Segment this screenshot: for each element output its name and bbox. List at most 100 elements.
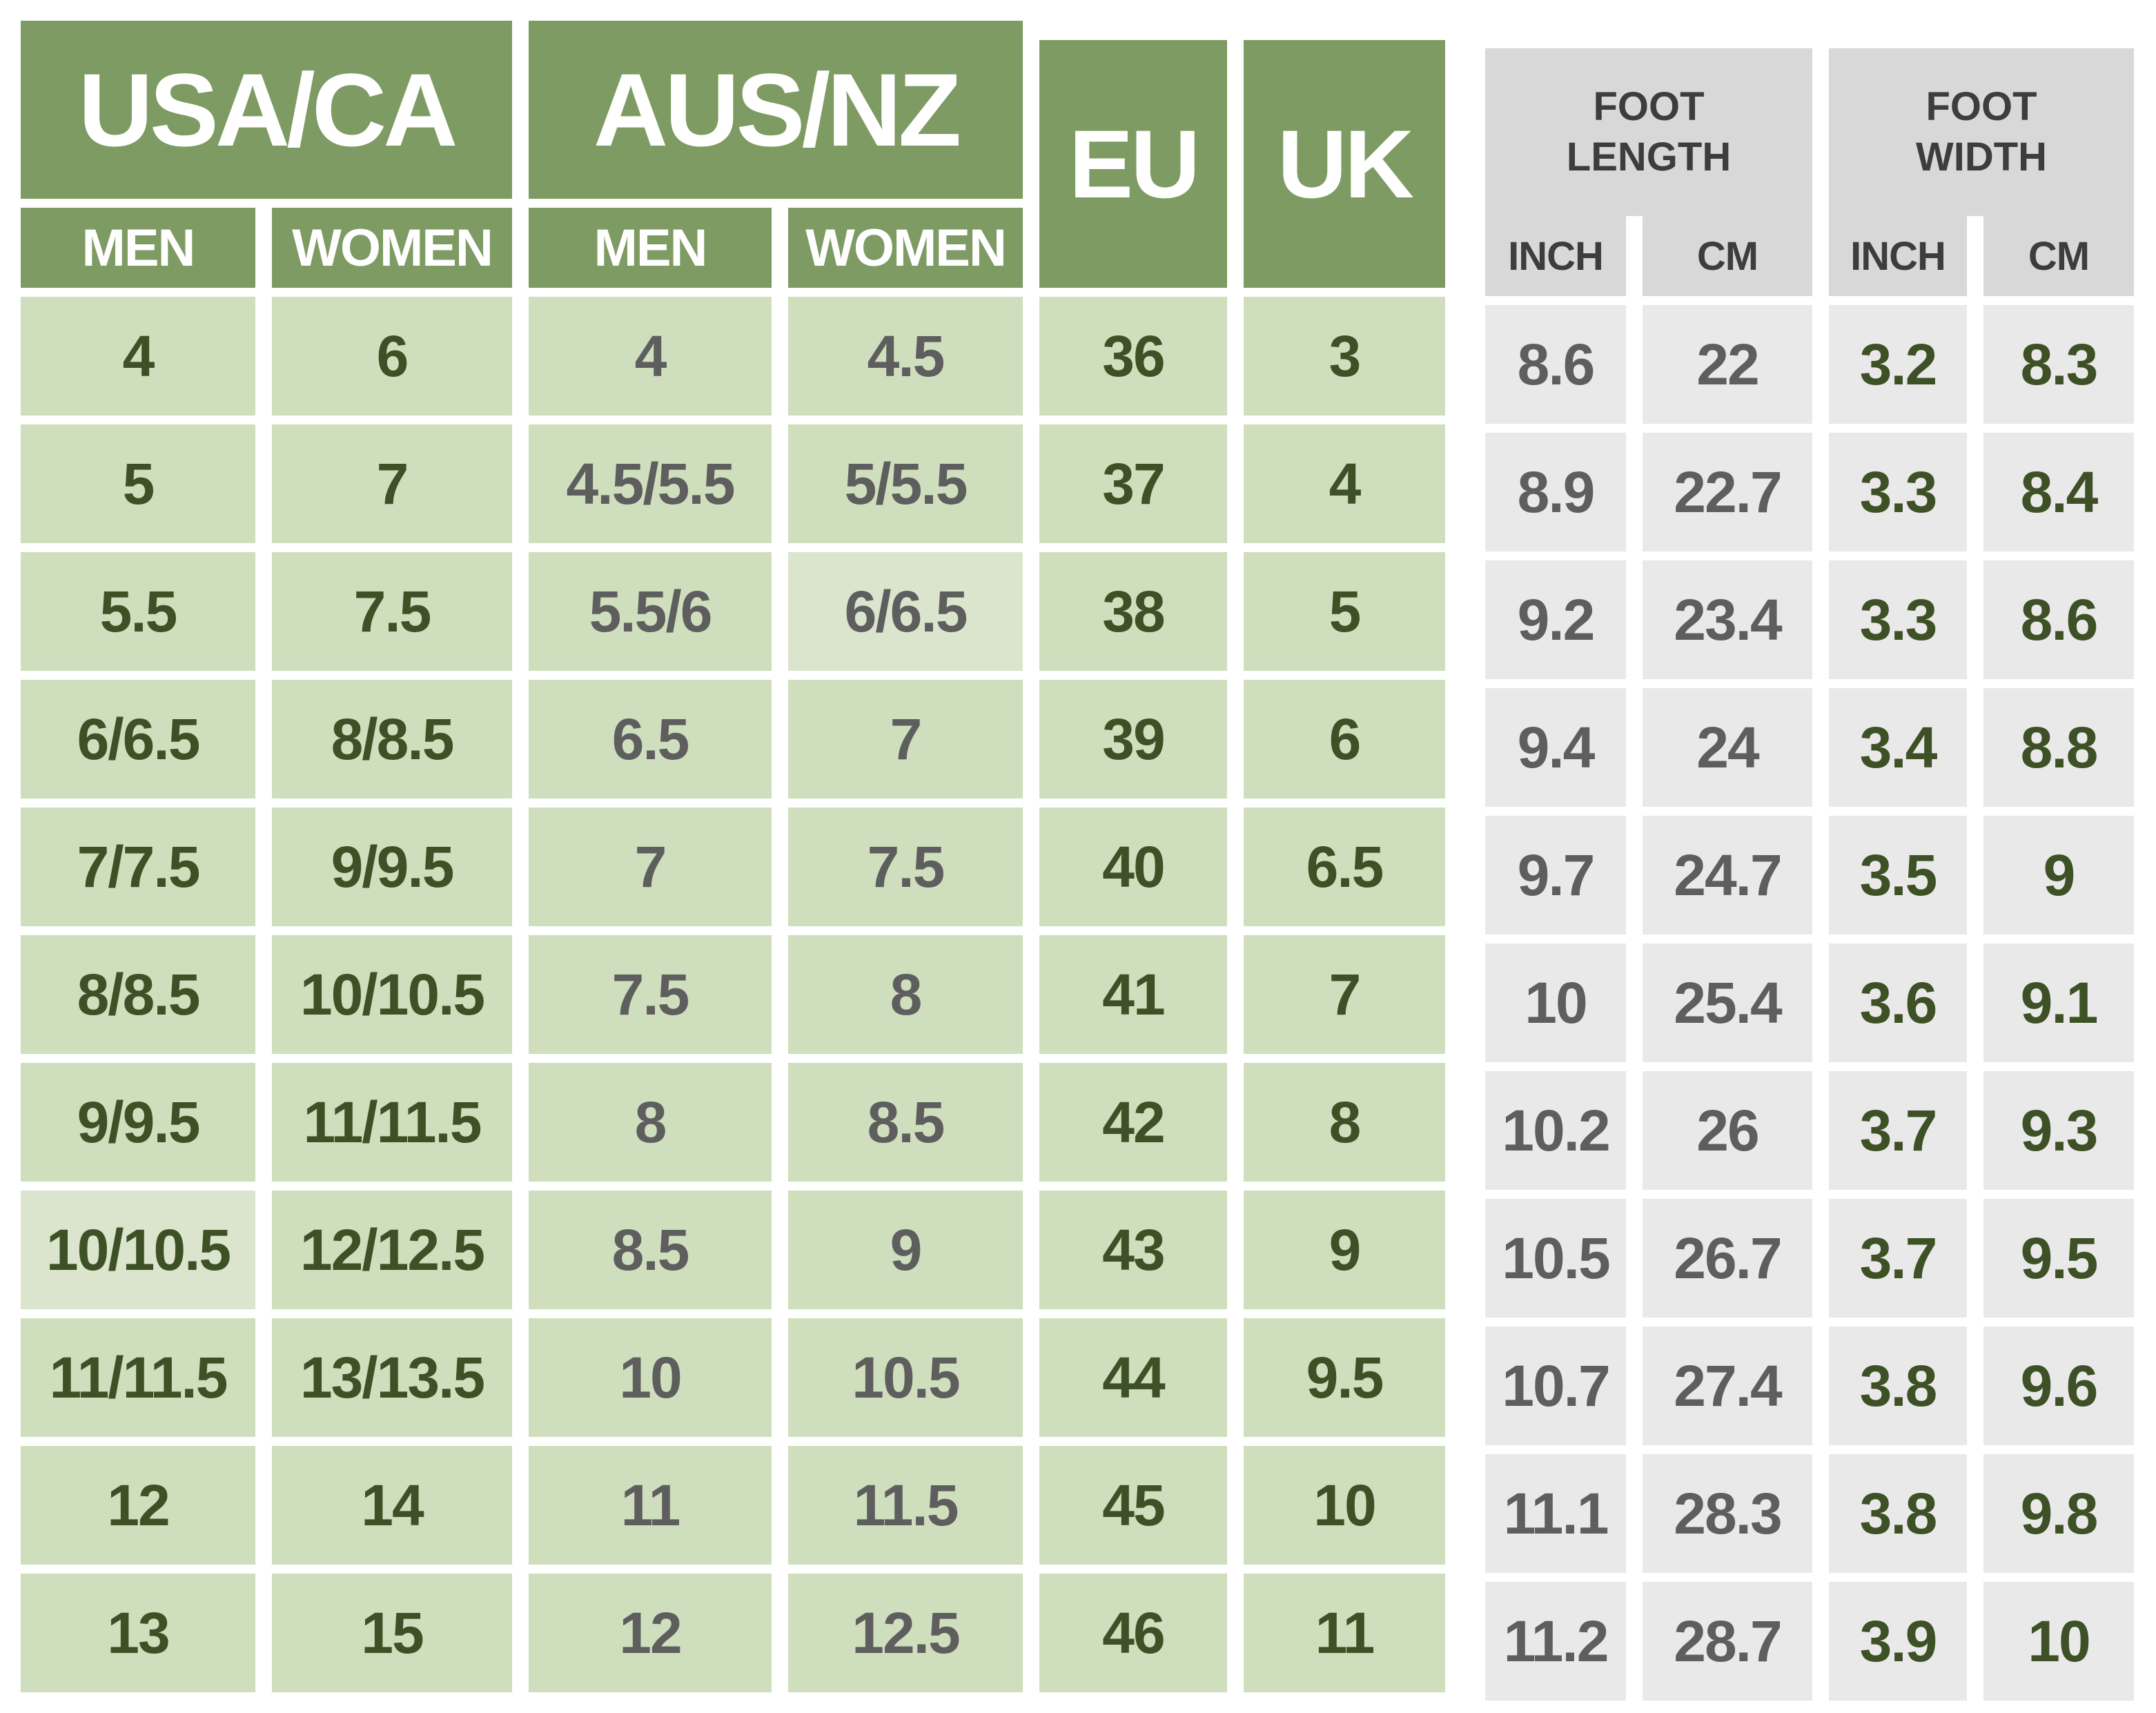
table-cell: 11.1 <box>1485 1454 1626 1573</box>
table-cell: 36 <box>1039 297 1227 415</box>
table-cell: 28.7 <box>1643 1582 1812 1701</box>
table-cell: 24 <box>1643 688 1812 807</box>
table-cell: 23.4 <box>1643 560 1812 679</box>
table-cell: 28.3 <box>1643 1454 1812 1573</box>
table-cell: 9.5 <box>1983 1199 2134 1318</box>
table-cell: 6 <box>272 297 512 415</box>
table-cell: 43 <box>1039 1191 1227 1309</box>
table-cell: 10 <box>1485 943 1626 1062</box>
table-cell: 8.3 <box>1983 305 2134 424</box>
subheader-usa-men: MEN <box>21 208 255 288</box>
table-cell: 5.5 <box>21 552 255 671</box>
subheader-length-cm: CM <box>1643 216 1812 296</box>
table-cell: 3.8 <box>1829 1454 1967 1573</box>
subheader-usa-women: WOMEN <box>272 208 512 288</box>
table-cell: 9 <box>1983 816 2134 934</box>
table-cell: 6 <box>1244 680 1445 799</box>
table-cell: 41 <box>1039 935 1227 1054</box>
table-cell: 3.5 <box>1829 816 1967 934</box>
table-cell: 24.7 <box>1643 816 1812 934</box>
table-cell: 10.7 <box>1485 1327 1626 1445</box>
table-cell: 9.8 <box>1983 1454 2134 1573</box>
table-cell: 9 <box>1244 1191 1445 1309</box>
table-cell: 7.5 <box>788 807 1023 926</box>
table-cell: 6.5 <box>529 680 772 799</box>
table-cell: 8/8.5 <box>21 935 255 1054</box>
table-cell: 6/6.5 <box>21 680 255 799</box>
table-cell: 42 <box>1039 1063 1227 1182</box>
table-cell: 37 <box>1039 424 1227 543</box>
table-cell: 3.8 <box>1829 1327 1967 1445</box>
table-cell: 10 <box>1244 1446 1445 1565</box>
table-cell: 6/6.5 <box>788 552 1023 671</box>
table-cell: 11/11.5 <box>272 1063 512 1182</box>
header-foot-length: FOOT LENGTH <box>1485 48 1812 216</box>
table-cell: 4.5/5.5 <box>529 424 772 543</box>
table-cell: 7.5 <box>529 935 772 1054</box>
table-cell: 7/7.5 <box>21 807 255 926</box>
table-cell: 3 <box>1244 297 1445 415</box>
table-cell: 9.6 <box>1983 1327 2134 1445</box>
table-cell: 3.7 <box>1829 1071 1967 1190</box>
header-aus-nz: AUS/NZ <box>529 21 1023 199</box>
table-cell: 8.5 <box>788 1063 1023 1182</box>
table-cell: 10 <box>1983 1582 2134 1701</box>
table-cell: 8.6 <box>1983 560 2134 679</box>
table-cell: 4.5 <box>788 297 1023 415</box>
table-cell: 8/8.5 <box>272 680 512 799</box>
table-cell: 8.6 <box>1485 305 1626 424</box>
table-cell: 4 <box>1244 424 1445 543</box>
subheader-aus-women: WOMEN <box>788 208 1023 288</box>
table-cell: 11.2 <box>1485 1582 1626 1701</box>
table-cell: 9.2 <box>1485 560 1626 679</box>
table-cell: 44 <box>1039 1318 1227 1437</box>
table-cell: 12/12.5 <box>272 1191 512 1309</box>
table-cell: 8 <box>788 935 1023 1054</box>
table-cell: 7 <box>788 680 1023 799</box>
table-cell: 11/11.5 <box>21 1318 255 1437</box>
table-cell: 10.2 <box>1485 1071 1626 1190</box>
table-cell: 6.5 <box>1244 807 1445 926</box>
table-cell: 9 <box>788 1191 1023 1309</box>
table-cell: 9/9.5 <box>272 807 512 926</box>
subheader-length-inch: INCH <box>1485 216 1626 296</box>
table-cell: 3.9 <box>1829 1582 1967 1701</box>
table-cell: 10.5 <box>788 1318 1023 1437</box>
table-cell: 46 <box>1039 1574 1227 1692</box>
table-cell: 8.4 <box>1983 433 2134 551</box>
table-cell: 8 <box>1244 1063 1445 1182</box>
table-cell: 11 <box>529 1446 772 1565</box>
header-uk: UK <box>1244 40 1445 288</box>
table-cell: 3.3 <box>1829 560 1967 679</box>
table-cell: 4 <box>21 297 255 415</box>
subheader-width-inch: INCH <box>1829 216 1967 296</box>
table-cell: 3.7 <box>1829 1199 1967 1318</box>
table-cell: 5/5.5 <box>788 424 1023 543</box>
table-cell: 15 <box>272 1574 512 1692</box>
table-cell: 9.3 <box>1983 1071 2134 1190</box>
subheader-width-cm: CM <box>1983 216 2134 296</box>
table-cell: 26.7 <box>1643 1199 1812 1318</box>
table-cell: 10/10.5 <box>272 935 512 1054</box>
table-cell: 8.8 <box>1983 688 2134 807</box>
table-cell: 7 <box>529 807 772 926</box>
header-eu: EU <box>1039 40 1227 288</box>
table-cell: 11 <box>1244 1574 1445 1692</box>
table-cell: 4 <box>529 297 772 415</box>
table-cell: 9.4 <box>1485 688 1626 807</box>
table-cell: 3.2 <box>1829 305 1967 424</box>
table-cell: 7.5 <box>272 552 512 671</box>
table-cell: 22.7 <box>1643 433 1812 551</box>
table-cell: 12 <box>529 1574 772 1692</box>
table-cell: 7 <box>1244 935 1445 1054</box>
subheader-aus-men: MEN <box>529 208 772 288</box>
table-cell: 10.5 <box>1485 1199 1626 1318</box>
header-foot-width: FOOT WIDTH <box>1829 48 2134 216</box>
table-cell: 13/13.5 <box>272 1318 512 1437</box>
table-cell: 3.6 <box>1829 943 1967 1062</box>
table-cell: 5.5/6 <box>529 552 772 671</box>
table-cell: 39 <box>1039 680 1227 799</box>
table-cell: 8.9 <box>1485 433 1626 551</box>
table-cell: 9.7 <box>1485 816 1626 934</box>
